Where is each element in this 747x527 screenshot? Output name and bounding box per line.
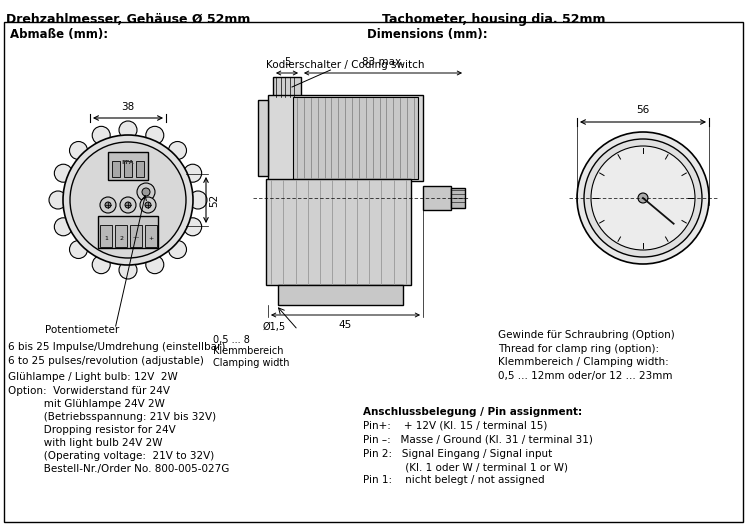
Text: Drehzahlmesser, Gehäuse Ø 52mm: Drehzahlmesser, Gehäuse Ø 52mm — [6, 13, 250, 26]
Text: +: + — [149, 236, 154, 240]
Text: 5: 5 — [284, 57, 290, 67]
Text: (Kl. 1 oder W / terminal 1 or W): (Kl. 1 oder W / terminal 1 or W) — [363, 462, 568, 472]
Text: Tachometer, housing dia. 52mm: Tachometer, housing dia. 52mm — [382, 13, 606, 26]
Text: Dimensions (mm):: Dimensions (mm): — [367, 28, 488, 41]
Text: —: — — [133, 236, 139, 240]
Bar — [108, 152, 148, 180]
Circle shape — [169, 240, 187, 259]
Bar — [273, 77, 301, 97]
Circle shape — [125, 202, 131, 208]
Text: 45: 45 — [339, 320, 352, 330]
Circle shape — [70, 142, 186, 258]
Text: with light bulb 24V 2W: with light bulb 24V 2W — [8, 438, 163, 448]
Circle shape — [100, 197, 116, 213]
Circle shape — [92, 256, 111, 274]
Bar — [258, 100, 268, 176]
Circle shape — [69, 240, 87, 259]
Bar — [268, 95, 423, 181]
Text: Ø1,5: Ø1,5 — [263, 322, 286, 332]
Text: Klemmbereich
Clamping width: Klemmbereich Clamping width — [213, 346, 290, 368]
Bar — [112, 161, 120, 177]
Circle shape — [146, 126, 164, 144]
Bar — [124, 161, 132, 177]
Text: FFA: FFA — [122, 161, 134, 165]
Circle shape — [119, 261, 137, 279]
Circle shape — [184, 218, 202, 236]
Bar — [293, 97, 418, 179]
Text: 1: 1 — [104, 236, 108, 240]
Text: Pin+:    + 12V (Kl. 15 / terminal 15): Pin+: + 12V (Kl. 15 / terminal 15) — [363, 421, 548, 431]
Circle shape — [55, 164, 72, 182]
Circle shape — [189, 191, 207, 209]
Text: Dropping resistor for 24V: Dropping resistor for 24V — [8, 425, 176, 435]
Circle shape — [55, 218, 72, 236]
Bar — [115, 225, 127, 247]
Circle shape — [638, 193, 648, 203]
Text: Pin –:   Masse / Ground (Kl. 31 / terminal 31): Pin –: Masse / Ground (Kl. 31 / terminal… — [363, 435, 593, 445]
Bar — [278, 285, 403, 305]
Bar — [145, 225, 157, 247]
Circle shape — [584, 139, 702, 257]
Text: 52: 52 — [209, 193, 219, 207]
Text: Pin 1:    nicht belegt / not assigned: Pin 1: nicht belegt / not assigned — [363, 475, 545, 485]
Circle shape — [145, 202, 151, 208]
Circle shape — [120, 197, 136, 213]
Circle shape — [63, 135, 193, 265]
Circle shape — [142, 188, 150, 196]
Text: Gewinde für Schraubring (Option)
Thread for clamp ring (option):
Klemmbereich / : Gewinde für Schraubring (Option) Thread … — [498, 330, 675, 381]
Circle shape — [137, 183, 155, 201]
Text: Option:  Vorwiderstand für 24V: Option: Vorwiderstand für 24V — [8, 386, 170, 396]
Text: mit Glühlampe 24V 2W: mit Glühlampe 24V 2W — [8, 399, 165, 409]
Bar — [98, 216, 158, 248]
Text: 6 bis 25 Impulse/Umdrehung (einstellbar)
6 to 25 pulses/revolution (adjustable): 6 bis 25 Impulse/Umdrehung (einstellbar)… — [8, 342, 226, 366]
Circle shape — [140, 197, 156, 213]
Circle shape — [105, 202, 111, 208]
Text: (Betriebsspannung: 21V bis 32V): (Betriebsspannung: 21V bis 32V) — [8, 412, 216, 422]
Text: Bestell-Nr./Order No. 800-005-027G: Bestell-Nr./Order No. 800-005-027G — [8, 464, 229, 474]
Circle shape — [119, 121, 137, 139]
Text: Glühlampe / Light bulb: 12V  2W: Glühlampe / Light bulb: 12V 2W — [8, 372, 178, 382]
Bar — [266, 179, 411, 285]
Bar — [130, 225, 142, 247]
Bar — [423, 186, 451, 210]
Text: (Operating voltage:  21V to 32V): (Operating voltage: 21V to 32V) — [8, 451, 214, 461]
Circle shape — [169, 142, 187, 160]
Text: 56: 56 — [636, 105, 650, 115]
Text: 0,5 ... 8: 0,5 ... 8 — [213, 335, 250, 345]
Circle shape — [92, 126, 111, 144]
Circle shape — [184, 164, 202, 182]
Text: Pin 2:   Signal Eingang / Signal input: Pin 2: Signal Eingang / Signal input — [363, 449, 552, 459]
Circle shape — [69, 142, 87, 160]
Text: 38: 38 — [121, 102, 134, 112]
Circle shape — [577, 132, 709, 264]
Circle shape — [591, 146, 695, 250]
Bar — [451, 188, 465, 208]
Text: 2: 2 — [119, 236, 123, 240]
Text: Kodierschalter / Coding switch: Kodierschalter / Coding switch — [266, 60, 425, 70]
Text: Anschlussbelegung / Pin assignment:: Anschlussbelegung / Pin assignment: — [363, 407, 582, 417]
Circle shape — [146, 256, 164, 274]
Text: Potentiometer: Potentiometer — [45, 325, 120, 335]
Circle shape — [49, 191, 67, 209]
Bar — [100, 225, 112, 247]
Bar — [136, 161, 144, 177]
Text: 83 max.: 83 max. — [362, 57, 404, 67]
Text: Abmaße (mm):: Abmaße (mm): — [10, 28, 108, 41]
